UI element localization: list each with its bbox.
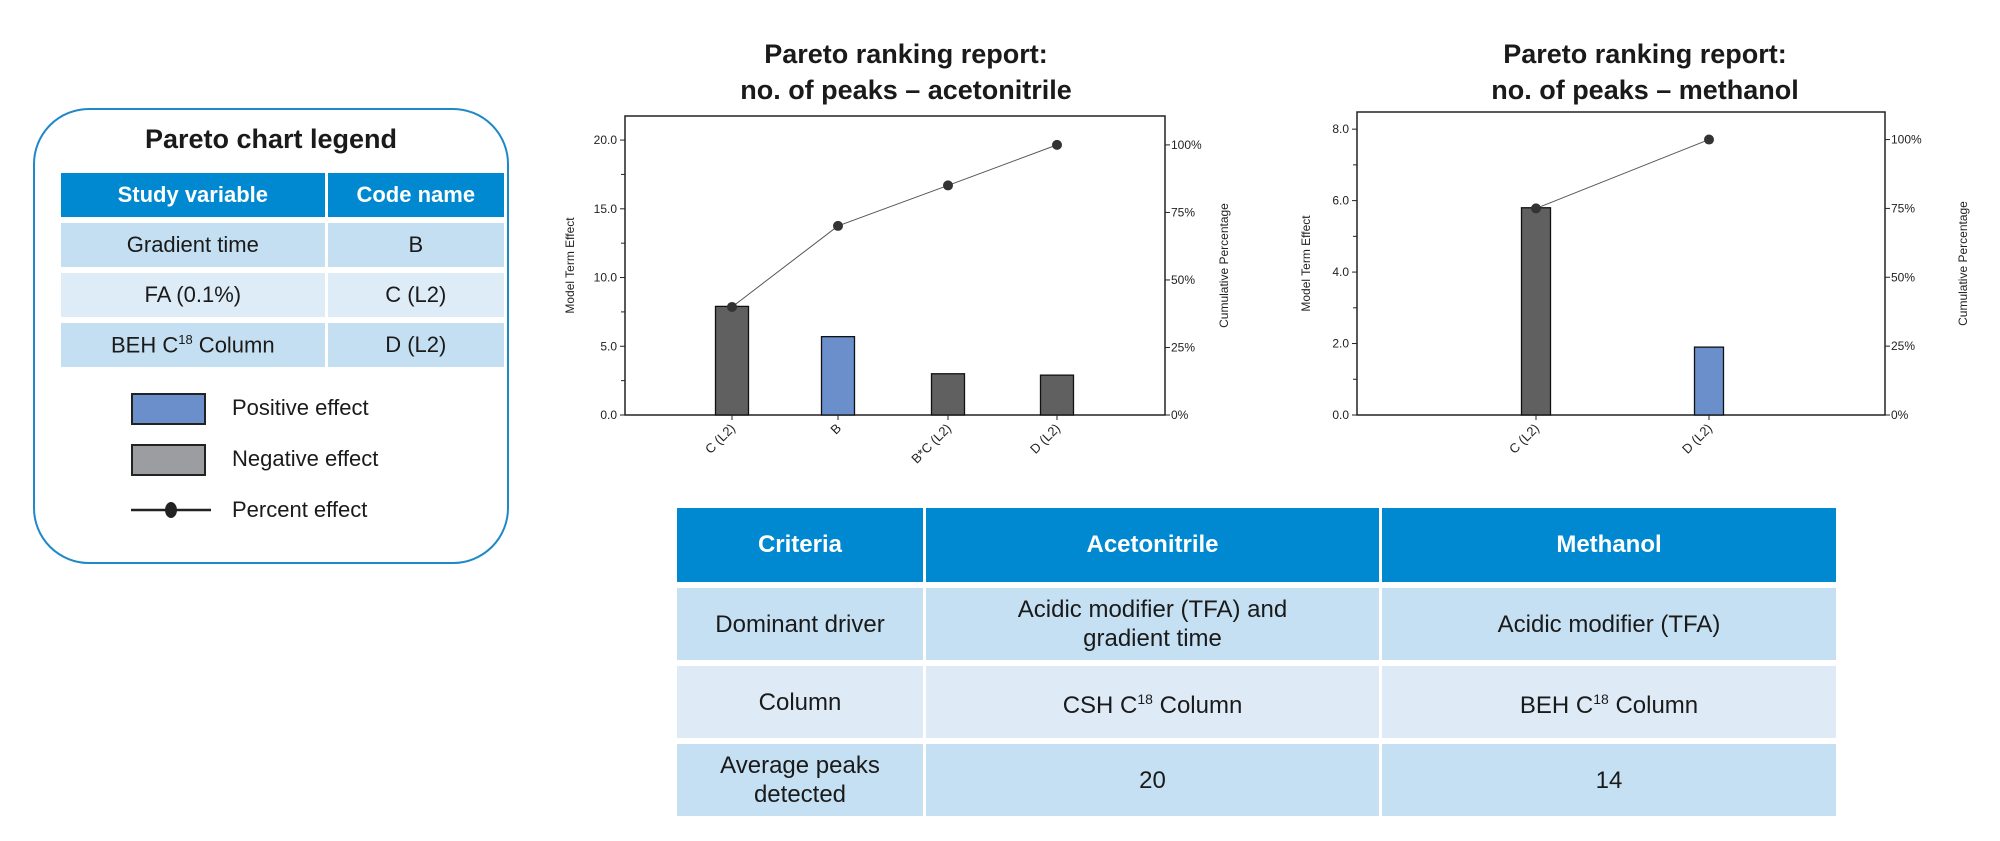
plot-frame: [624, 115, 1166, 416]
y-tick-label: 2.0: [1332, 337, 1349, 351]
pareto-chart-methanol: 0.0 2.0 4.0 6.0 8.0 0% 25% 50% 75% 100% Model Term…: [1299, 111, 1970, 457]
y-tick-label: 6.0: [1332, 194, 1349, 208]
y-tick-label: 8.0: [1332, 122, 1349, 136]
cumulative-point: [1052, 139, 1062, 150]
comparison-table: Criteria Acetonitrile Methanol Dominant …: [674, 502, 1839, 822]
cell-acetonitrile: CSH C18 Column: [926, 666, 1379, 738]
cumulative-point: [833, 220, 843, 231]
chart-title: Pareto ranking report:: [764, 39, 1048, 69]
positive-effect-label: Positive effect: [232, 395, 369, 420]
cell-criteria: Column: [677, 666, 923, 738]
bar-negative: [930, 373, 966, 416]
negative-effect-swatch: [131, 444, 206, 476]
bar-positive: [820, 335, 856, 416]
cell-text: Column: [1152, 691, 1243, 719]
plot-frame: [1356, 111, 1886, 416]
cumulative-point: [727, 301, 737, 312]
y2-axis-label: Cumulative Percentage: [1956, 201, 1970, 326]
cell-sup: 18: [1593, 690, 1609, 707]
header-acetonitrile: Acetonitrile: [926, 508, 1379, 582]
cumulative-line: [1535, 139, 1710, 209]
cell-text: BEH C: [1519, 691, 1594, 719]
legend-row: FA (0.1%) C (L2): [61, 273, 504, 317]
legend-code: D (L2): [327, 323, 504, 367]
y2-tick-label: 0%: [1891, 408, 1909, 422]
positive-effect-swatch: [131, 393, 206, 425]
cell-criteria: Average peaks detected: [677, 744, 923, 816]
chart-title-methanol: Pareto ranking report: no. of peaks – me…: [1345, 36, 1945, 108]
legend-variable-sup: 18: [178, 331, 193, 347]
y2-tick-label: 100%: [1891, 133, 1922, 147]
cumulative-point: [1531, 203, 1541, 214]
cell-methanol: BEH C18 Column: [1382, 666, 1836, 738]
legend-code: C (L2): [327, 273, 504, 317]
cell-methanol: Acidic modifier (TFA): [1382, 588, 1836, 660]
header-methanol: Methanol: [1382, 508, 1836, 582]
legend-code-table: Study variable Code name Gradient time B…: [58, 167, 507, 373]
bar-negative: [1039, 374, 1075, 416]
percent-effect-label: Percent effect: [232, 497, 368, 522]
y-tick-label: 20.0: [594, 133, 618, 147]
y-tick-label: 0.0: [600, 408, 617, 422]
cell-acetonitrile: Acidic modifier (TFA) and gradient time: [926, 588, 1379, 660]
percent-effect-line-icon: [131, 502, 211, 518]
y2-tick-label: 75%: [1171, 205, 1195, 219]
legend-row: Gradient time B: [61, 223, 504, 267]
legend-code: B: [327, 223, 504, 267]
legend-variable-text: Column: [192, 332, 275, 358]
cell-criteria: Dominant driver: [677, 588, 923, 660]
table-row: Column CSH C18 Column BEH C18 Column: [677, 666, 1836, 738]
y2-tick-label: 0%: [1171, 408, 1189, 422]
y-tick-label: 0.0: [1332, 408, 1349, 422]
y-tick-label: 10.0: [594, 271, 618, 285]
y2-axis-label: Cumulative Percentage: [1217, 203, 1231, 328]
y-tick-label: 5.0: [600, 339, 617, 353]
y2-tick-label: 100%: [1171, 138, 1202, 152]
legend-variable: FA (0.1%): [61, 273, 325, 317]
legend-variable-text: BEH C: [110, 332, 179, 358]
chart-subtitle: no. of peaks – acetonitrile: [740, 75, 1072, 105]
chart-title: Pareto ranking report:: [1503, 39, 1787, 69]
y-axis-label: Model Term Effect: [1299, 215, 1313, 312]
legend-variable: BEH C18 Column: [61, 323, 325, 367]
y-tick-label: 4.0: [1332, 265, 1349, 279]
header-criteria: Criteria: [677, 508, 923, 582]
y2-tick-label: 25%: [1171, 340, 1195, 354]
table-row: Average peaks detected 20 14: [677, 744, 1836, 816]
x-tick-label: C (L2): [1506, 421, 1542, 457]
legend-header-code: Code name: [327, 173, 504, 217]
legend-variable: Gradient time: [61, 223, 325, 267]
cumulative-point: [943, 180, 953, 191]
y2-tick-label: 50%: [1891, 270, 1915, 284]
cumulative-line: [731, 144, 1058, 308]
legend-header-variable: Study variable: [61, 173, 325, 217]
cell-methanol: 14: [1382, 744, 1836, 816]
cumulative-point: [1704, 134, 1714, 145]
y-axis-label: Model Term Effect: [563, 217, 577, 314]
legend-title: Pareto chart legend: [144, 124, 398, 154]
y2-tick-label: 75%: [1891, 201, 1915, 215]
y-tick-label: 15.0: [594, 202, 618, 216]
pareto-legend-panel: Pareto chart legend Study variable Code …: [33, 108, 509, 564]
cell-acetonitrile: 20: [926, 744, 1379, 816]
x-tick-label: D (L2): [1679, 421, 1715, 457]
chart-title-acetonitrile: Pareto ranking report: no. of peaks – ac…: [606, 36, 1206, 108]
chart-subtitle: no. of peaks – methanol: [1491, 75, 1799, 105]
y2-tick-label: 50%: [1171, 273, 1195, 287]
bar-negative: [714, 305, 750, 416]
legend-row: BEH C18 Column D (L2): [61, 323, 504, 367]
cell-text: CSH C: [1062, 691, 1138, 719]
y2-tick-label: 25%: [1891, 339, 1915, 353]
cell-sup: 18: [1137, 690, 1153, 707]
pareto-chart-acetonitrile: 0.0 5.0 10.0 15.0 20.0 0% 25% 50% 75% 100% Model T…: [563, 115, 1231, 466]
cell-text: Column: [1608, 691, 1699, 719]
bar-positive: [1693, 346, 1725, 416]
bar-negative: [1520, 207, 1552, 416]
table-row: Dominant driver Acidic modifier (TFA) an…: [677, 588, 1836, 660]
negative-effect-label: Negative effect: [232, 446, 379, 471]
